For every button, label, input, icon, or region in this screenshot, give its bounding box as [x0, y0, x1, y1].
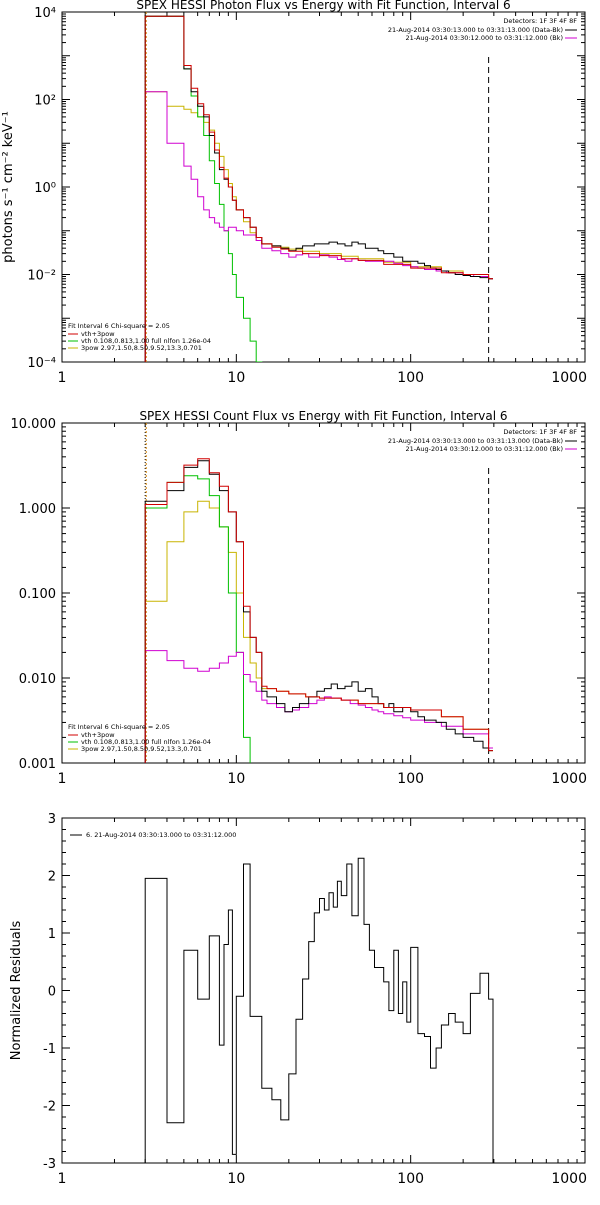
- x-tick-label: 1000: [551, 771, 587, 787]
- x-tick-label: 1: [58, 1171, 67, 1187]
- series-2-line: [144, 15, 493, 362]
- x-tick-label: 100: [397, 370, 424, 386]
- y-tick-label: 10⁴: [34, 6, 56, 21]
- y-tick-label: -2: [43, 1100, 56, 1115]
- panel-2: 1 10 100 1000 0.001 0.010 0.100 1.000 10.000 SPEX…: [11, 409, 588, 787]
- y-tick-label: 10⁻²: [27, 269, 56, 284]
- x-tick-label: 1000: [551, 1171, 587, 1187]
- series-group: [144, 857, 494, 1163]
- series-1-line: [144, 857, 494, 1163]
- chart-title: SPEX HESSI Photon Flux vs Energy with Fi…: [136, 0, 510, 12]
- y-tick-label: 10.000: [11, 417, 57, 432]
- series-group: [144, 458, 493, 763]
- y-tick-label: 0.010: [19, 672, 56, 687]
- legend-entry-label: 21-Aug-2014 03:30:13.000 to 03:31:13.000…: [388, 437, 563, 445]
- x-tick-label: 100: [397, 1171, 424, 1187]
- legend-entry-label: 21-Aug-2014 03:30:13.000 to 03:31:13.000…: [388, 26, 563, 34]
- y-axis-label: photons s⁻¹ cm⁻² keV⁻¹: [1, 111, 16, 263]
- y-tick-label: 10²: [34, 94, 56, 109]
- x-tick-label: 1000: [551, 370, 587, 386]
- series-group: [144, 15, 493, 362]
- x-tick-label: 1: [58, 771, 67, 787]
- y-tick-label: 1: [48, 927, 56, 942]
- series-5-line: [144, 91, 493, 362]
- y-tick-label: -1: [43, 1042, 56, 1057]
- legend-entry-label: 21-Aug-2014 03:30:12.000 to 03:31:12.000…: [406, 445, 563, 453]
- x-tick-label: 10: [227, 771, 245, 787]
- series-4-line: [144, 91, 493, 362]
- plot-frame: [61, 422, 586, 764]
- chart-title: SPEX HESSI Count Flux vs Energy with Fit…: [139, 409, 507, 423]
- y-tick-label: 2: [48, 870, 56, 885]
- legend-entry-label: vth+3pow: [81, 731, 115, 739]
- legend-entry-label: vth 0.108,0.813,1.00 full nlfon 1.26e-04: [81, 337, 211, 345]
- legend-entry-label: 6. 21-Aug-2014 03:30:13.000 to 03:31:12.…: [86, 831, 236, 839]
- legend-entry-label: 3pow 2.97,1.50,8.50,9.52,13.3,0.701: [81, 344, 202, 352]
- legend-header: Fit Interval 6 Chi-square = 2.05: [68, 723, 170, 731]
- legend-header: Fit Interval 6 Chi-square = 2.05: [68, 322, 170, 330]
- legend-entry-label: vth 0.108,0.813,1.00 full nlfon 1.26e-04: [81, 738, 211, 746]
- panel-3: 1 10 100 1000 -3 -2 -1 0 1 2 3 Normalized Residuals…: [9, 812, 587, 1187]
- y-tick-label: -3: [43, 1157, 56, 1172]
- x-tick-label: 10: [227, 370, 245, 386]
- y-tick-label: 3: [48, 812, 56, 827]
- series-4-line: [144, 500, 493, 763]
- legend-header: Detectors: 1F 3F 4F 8F: [503, 428, 577, 436]
- series-2-line: [144, 458, 493, 763]
- y-tick-label: 0.100: [19, 587, 56, 602]
- y-tick-label: 10⁻⁴: [27, 356, 56, 371]
- plot-frame: [61, 11, 586, 363]
- legend-entry-label: 3pow 2.97,1.50,8.50,9.52,13.3,0.701: [81, 745, 202, 753]
- panel-1: 1 10 100 1000 10⁻⁴ 10⁻² 10⁰ 10² 10⁴ SPEX HESSI Ph…: [1, 0, 587, 386]
- x-tick-label: 10: [227, 1171, 245, 1187]
- y-tick-label: 10⁰: [34, 181, 56, 196]
- y-tick-label: 1.000: [19, 502, 56, 517]
- series-3-line: [144, 15, 263, 362]
- y-tick-label: 0.001: [19, 757, 56, 772]
- legend-header: Detectors: 1F 3F 4F 8F: [503, 17, 577, 25]
- plot-frame: [61, 817, 586, 1164]
- series-3-line: [144, 475, 251, 763]
- x-tick-label: 1: [58, 370, 67, 386]
- legend-entry-label: 21-Aug-2014 03:30:12.000 to 03:31:12.000…: [406, 34, 563, 42]
- y-axis-label: Normalized Residuals: [9, 921, 24, 1061]
- legend-entry-label: vth+3pow: [81, 330, 115, 338]
- x-tick-label: 100: [397, 771, 424, 787]
- y-tick-label: 0: [48, 985, 56, 1000]
